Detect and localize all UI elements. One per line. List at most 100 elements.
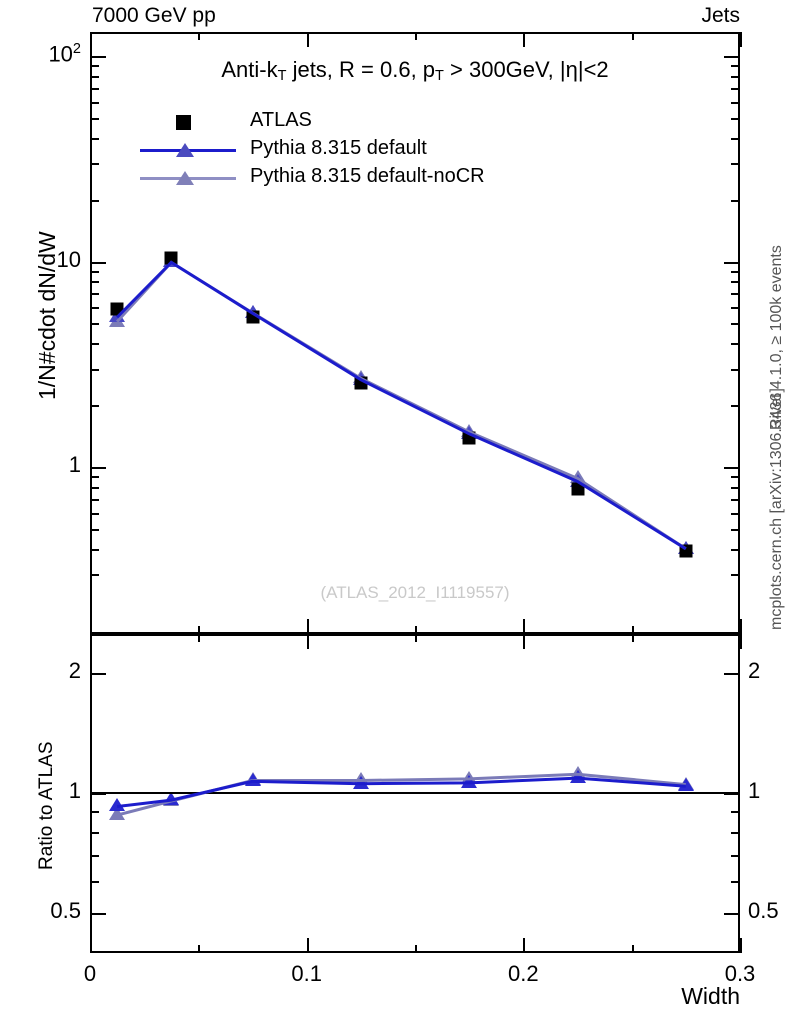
y-tick-main-right <box>731 65 740 68</box>
y-tick-ratio <box>90 831 99 834</box>
y-tick-main <box>90 137 99 140</box>
y-tick-main <box>90 405 99 408</box>
y-tick-main <box>90 261 106 264</box>
y-tick-main <box>90 574 99 577</box>
y-axis-tick-label-ratio-right: 1 <box>748 778 761 803</box>
x-tick-main-bottom <box>415 626 417 634</box>
data-marker-atlas <box>246 310 259 324</box>
triangle-marker-icon <box>176 143 194 157</box>
x-tick-ratio-top <box>306 634 309 649</box>
x-tick-main-top <box>631 32 634 40</box>
x-axis-title: Width <box>681 983 740 1009</box>
y-tick-main <box>90 270 99 273</box>
analysis-group-label: Jets <box>701 4 740 27</box>
x-tick-ratio-top <box>90 634 92 649</box>
y-major-tick-ratio <box>90 912 106 915</box>
ratio-marker-default <box>677 778 694 792</box>
ratio-y-axis-title: Ratio to ATLAS <box>36 741 57 871</box>
y-tick-main-right <box>731 307 740 310</box>
legend-label: Pythia 8.315 default <box>250 137 427 159</box>
y-tick-main <box>90 307 99 310</box>
y-tick-main <box>90 117 99 120</box>
y-tick-main-right <box>731 75 740 78</box>
x-tick-main-top <box>415 32 417 40</box>
x-tick-main-top <box>740 32 742 47</box>
ratio-plot-frame <box>90 634 740 953</box>
legend-label: ATLAS <box>250 109 312 131</box>
x-tick-ratio-bottom <box>523 938 526 953</box>
x-axis-tick-label: 0.3 <box>724 961 756 986</box>
y-tick-main <box>90 65 99 68</box>
x-tick-ratio-top <box>415 634 417 642</box>
y-major-tick-ratio <box>90 793 106 795</box>
y-major-tick-ratio-right <box>724 673 740 675</box>
y-tick-main-right <box>731 498 740 501</box>
x-axis-tick-label: 0.2 <box>508 961 539 986</box>
y-tick-main-right <box>731 405 740 408</box>
y-tick-main <box>90 467 106 469</box>
y-tick-main-right <box>724 467 740 469</box>
ratio-marker-default <box>109 798 126 812</box>
x-axis-tick-label: 0 <box>83 961 97 986</box>
page-title: Anti-kT jets, R = 0.6, pT > 300GeV, |η|<… <box>221 57 609 85</box>
y-tick-main-right <box>731 368 740 371</box>
y-axis-tick-label-ratio: 0.5 <box>50 897 81 923</box>
x-tick-main-bottom <box>198 626 201 634</box>
x-tick-ratio-top <box>198 634 201 642</box>
y-tick-main <box>90 56 106 58</box>
y-tick-main <box>90 528 99 531</box>
x-tick-main-bottom <box>306 619 309 634</box>
y-major-tick-ratio-right <box>724 912 740 915</box>
beam-energy-label: 7000 GeV pp <box>92 4 216 27</box>
y-axis-tick-label-ratio-right: 0.5 <box>748 897 779 923</box>
y-axis-tick-label-main: 102 <box>48 41 81 67</box>
y-tick-main <box>90 548 99 551</box>
x-tick-main-top <box>198 32 201 40</box>
x-tick-ratio-bottom <box>198 945 201 953</box>
y-tick-main <box>90 343 99 346</box>
y-axis-tick-label-main: 10 <box>56 246 81 272</box>
y-major-tick-ratio-right <box>724 793 740 795</box>
y-axis-tick-label-ratio: 2 <box>68 658 81 683</box>
x-tick-main-bottom <box>631 626 634 634</box>
legend-key-pythia-default <box>140 136 236 164</box>
y-major-tick-ratio <box>90 673 106 675</box>
y-tick-main <box>90 486 99 489</box>
x-tick-main-top <box>306 32 309 47</box>
y-tick-main <box>90 75 99 78</box>
ratio-marker-default <box>163 792 180 806</box>
y-tick-main <box>90 101 99 104</box>
y-tick-main-right <box>731 512 740 515</box>
y-tick-main-right <box>731 343 740 346</box>
y-tick-main-right <box>731 548 740 551</box>
y-tick-main <box>90 476 99 479</box>
y-tick-main-right <box>724 56 740 58</box>
y-tick-main-right <box>731 199 740 202</box>
ratio-marker-default <box>569 770 586 784</box>
data-marker-atlas <box>679 544 693 558</box>
y-tick-ratio-right <box>731 811 740 814</box>
y-tick-ratio <box>90 854 99 857</box>
x-tick-ratio-bottom <box>415 945 417 953</box>
triangle-marker-icon <box>176 171 194 185</box>
y-tick-main-right <box>731 163 740 166</box>
y-tick-ratio-right <box>731 831 740 834</box>
x-tick-main-bottom <box>740 619 742 634</box>
data-marker-atlas <box>462 431 476 445</box>
analysis-id-watermark: (ATLAS_2012_I1119557) <box>320 583 510 602</box>
y-tick-main-right <box>731 117 740 120</box>
legend-key-pythia-nocr <box>140 164 236 192</box>
y-tick-main <box>90 323 99 326</box>
y-tick-main <box>90 199 99 202</box>
data-marker-atlas <box>110 302 124 316</box>
y-tick-ratio <box>90 811 99 814</box>
y-tick-main-right <box>731 293 740 296</box>
data-marker-atlas <box>164 251 178 265</box>
legend-label: Pythia 8.315 default-noCR <box>250 165 485 187</box>
x-axis-tick-label: 0.1 <box>291 961 322 986</box>
y-tick-ratio <box>90 881 99 884</box>
y-tick-main-right <box>731 270 740 273</box>
y-tick-main-right <box>731 281 740 284</box>
ratio-marker-default <box>461 774 478 788</box>
x-tick-main-top <box>523 32 526 47</box>
